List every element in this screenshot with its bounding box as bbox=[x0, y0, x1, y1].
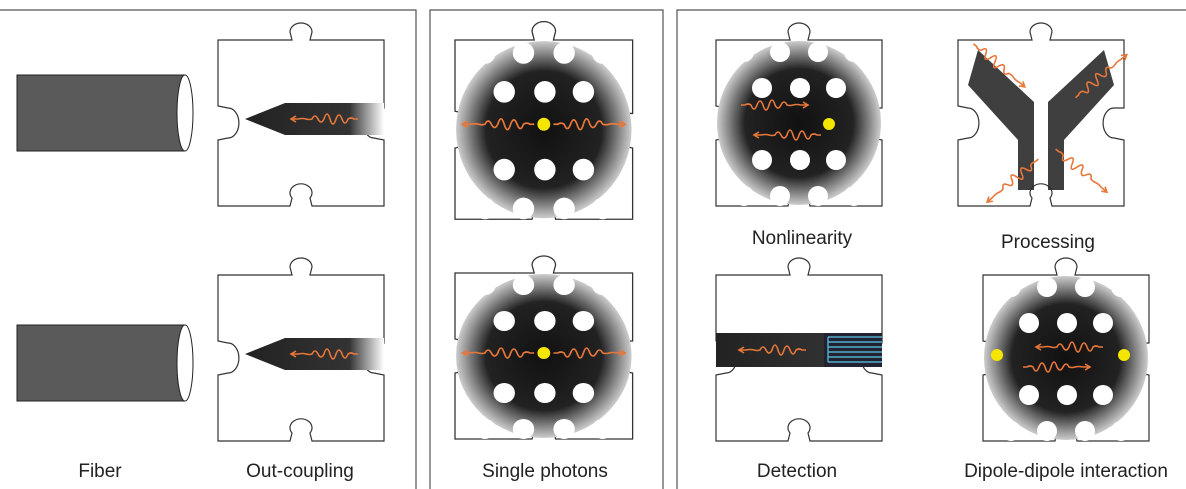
outcoupling-top bbox=[217, 22, 385, 207]
crystal-bottom bbox=[454, 255, 634, 440]
shape bbox=[991, 349, 1003, 361]
panel-frames bbox=[0, 9, 1186, 489]
shape bbox=[968, 50, 1034, 190]
shape bbox=[176, 324, 194, 402]
label: Fiber bbox=[78, 461, 122, 482]
shape bbox=[676, 9, 1186, 489]
shape bbox=[537, 117, 551, 131]
shape bbox=[537, 347, 551, 359]
label: Single photons bbox=[482, 461, 608, 482]
fiber-bottom bbox=[16, 324, 194, 402]
shape bbox=[1118, 349, 1130, 361]
shape bbox=[429, 9, 664, 489]
shape bbox=[16, 324, 186, 402]
label: Detection bbox=[757, 461, 837, 482]
processing-piece bbox=[957, 22, 1131, 207]
outcoupling-bottom bbox=[217, 257, 385, 442]
shape bbox=[827, 336, 882, 363]
fiber-top bbox=[16, 74, 194, 152]
shape bbox=[0, 9, 417, 489]
shape bbox=[717, 41, 881, 206]
dipole-piece bbox=[982, 257, 1150, 442]
shape bbox=[245, 338, 384, 370]
label: Dipole-dipole interaction bbox=[964, 461, 1168, 482]
detection-piece bbox=[715, 257, 883, 442]
shape bbox=[957, 22, 1125, 207]
shape bbox=[16, 74, 186, 152]
label: Processing bbox=[1001, 232, 1095, 253]
shape bbox=[176, 74, 194, 152]
shape bbox=[245, 103, 384, 135]
crystal-top bbox=[454, 20, 634, 220]
nonlinearity-piece bbox=[715, 22, 883, 207]
label: Nonlinearity bbox=[752, 228, 853, 249]
shape bbox=[824, 333, 882, 367]
shape bbox=[823, 118, 835, 130]
label: Out-coupling bbox=[246, 461, 354, 482]
